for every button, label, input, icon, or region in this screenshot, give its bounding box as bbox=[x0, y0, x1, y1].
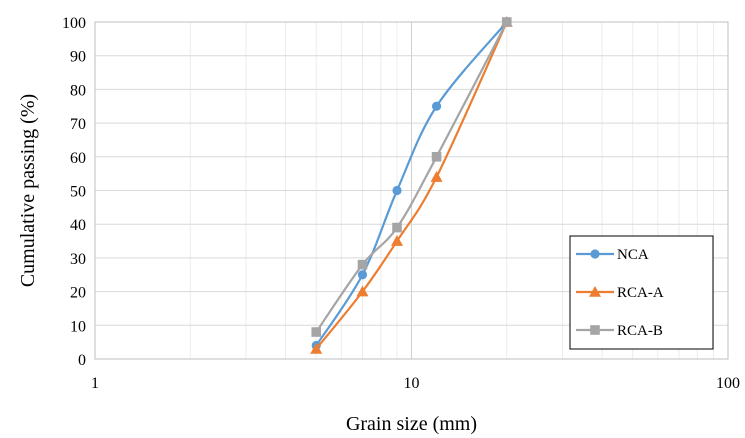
data-point-nca bbox=[431, 101, 442, 111]
legend-label: NCA bbox=[617, 247, 649, 263]
data-point-rca-a bbox=[391, 235, 404, 246]
data-point-rca-b bbox=[501, 17, 512, 27]
y-tick-label: 90 bbox=[70, 49, 86, 66]
data-point-rca-a bbox=[310, 342, 323, 354]
y-tick-label: 0 bbox=[78, 352, 86, 369]
legend-label: RCA-A bbox=[617, 285, 664, 301]
data-point-rca-b bbox=[311, 327, 322, 337]
y-tick-label: 100 bbox=[62, 15, 86, 32]
x-axis-title: Grain size (mm) bbox=[346, 413, 477, 435]
legend-entry-rca-b: RCA-B bbox=[576, 323, 663, 339]
data-point-rca-a bbox=[356, 285, 369, 297]
data-point-rca-b bbox=[392, 222, 402, 233]
data-point-rca-a bbox=[430, 171, 443, 182]
y-tick-label: 10 bbox=[70, 318, 86, 335]
x-tick-label: 100 bbox=[716, 375, 740, 392]
series-layer bbox=[310, 16, 513, 354]
plot-area-frame bbox=[94, 21, 729, 360]
series-line-rca-a bbox=[315, 21, 508, 350]
x-tick-label: 1 bbox=[91, 375, 99, 392]
legend-marker bbox=[590, 249, 600, 259]
y-tick-label: 20 bbox=[70, 285, 86, 302]
legend-label: RCA-B bbox=[617, 323, 663, 339]
y-axis-ticks: 0 10 20 30 40 50 60 70 80 90 100 bbox=[62, 15, 86, 369]
y-axis-title: Cumulative passing (%) bbox=[17, 94, 39, 287]
series-rca-a bbox=[310, 16, 513, 354]
legend: NCA RCA-A RCA-B bbox=[569, 235, 714, 350]
y-tick-label: 80 bbox=[70, 82, 86, 99]
legend-marker bbox=[590, 325, 600, 335]
y-tick-label: 50 bbox=[70, 184, 86, 201]
x-axis-ticks: 1 10 100 bbox=[91, 375, 740, 392]
y-tick-label: 40 bbox=[70, 217, 86, 234]
series-line-rca-b bbox=[315, 21, 508, 333]
y-tick-label: 30 bbox=[70, 251, 86, 268]
y-tick-label: 70 bbox=[70, 116, 86, 133]
x-tick-label: 10 bbox=[404, 375, 420, 392]
data-point-nca bbox=[392, 185, 402, 196]
legend-marker bbox=[589, 286, 601, 297]
y-tick-label: 60 bbox=[70, 150, 86, 167]
legend-entry-nca: NCA bbox=[576, 247, 649, 263]
data-point-nca bbox=[357, 270, 368, 280]
data-point-rca-b bbox=[357, 259, 368, 270]
series-rca-b bbox=[311, 17, 512, 337]
legend-entry-rca-a: RCA-A bbox=[576, 285, 664, 301]
data-point-rca-b bbox=[431, 152, 442, 162]
